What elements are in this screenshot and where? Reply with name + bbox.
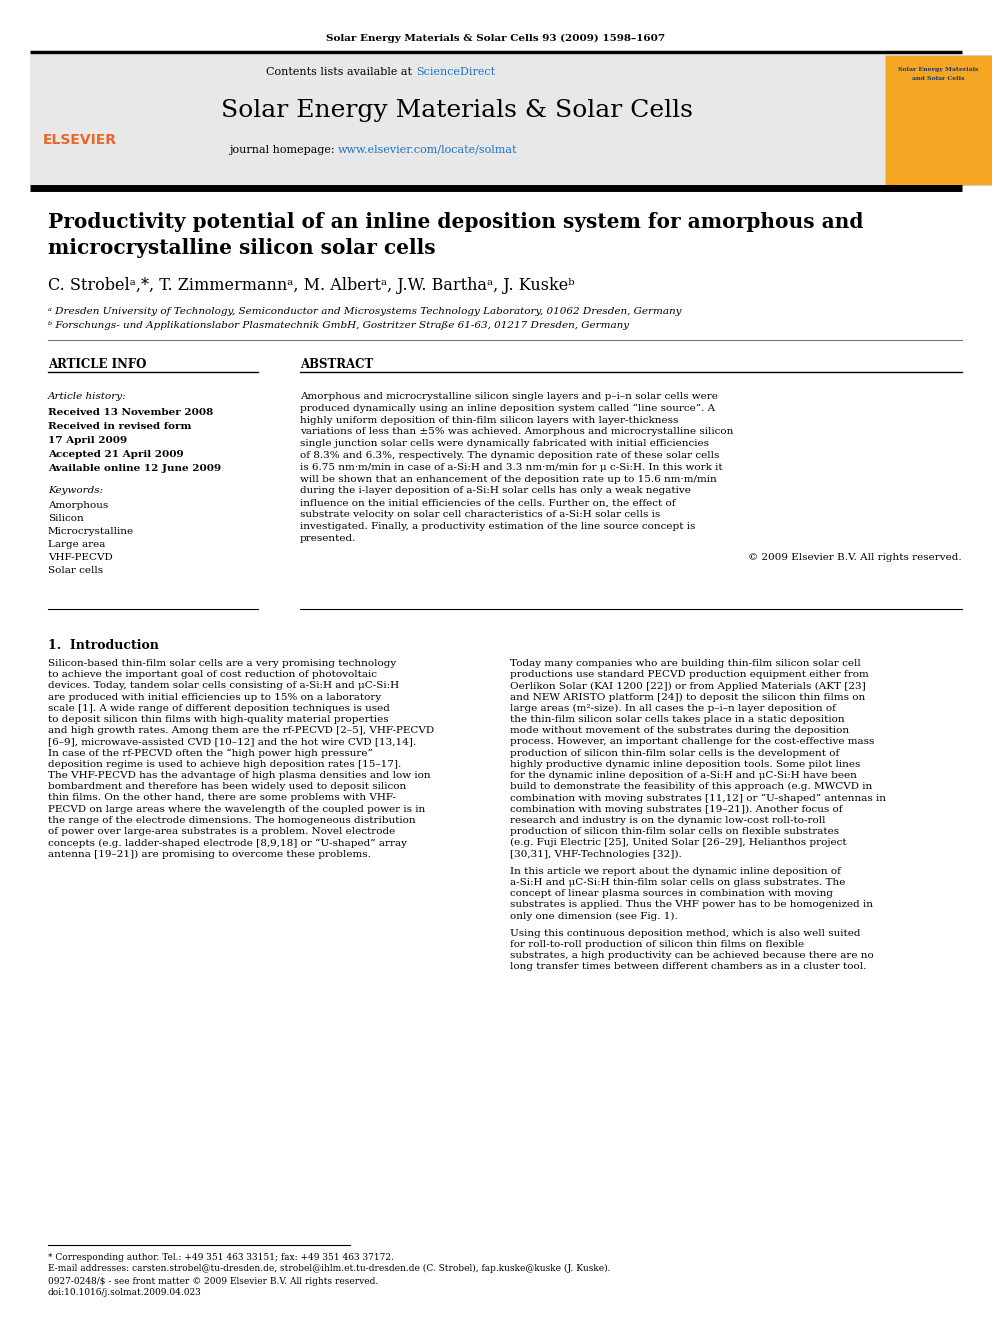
Text: (e.g. Fuji Electric [25], United Solar [26–29], Helianthos project: (e.g. Fuji Electric [25], United Solar [… xyxy=(510,839,846,847)
Text: combination with moving substrates [19–21]). Another focus of: combination with moving substrates [19–2… xyxy=(510,804,842,814)
Text: Solar Energy Materials: Solar Energy Materials xyxy=(898,67,978,73)
Text: concepts (e.g. ladder-shaped electrode [8,9,18] or “U-shaped” array: concepts (e.g. ladder-shaped electrode [… xyxy=(48,839,407,848)
Text: of 8.3% and 6.3%, respectively. The dynamic deposition rate of these solar cells: of 8.3% and 6.3%, respectively. The dyna… xyxy=(300,451,719,460)
Text: for the dynamic inline deposition of a-Si:H and μC-Si:H have been: for the dynamic inline deposition of a-S… xyxy=(510,771,857,781)
Text: highly productive dynamic inline deposition tools. Some pilot lines: highly productive dynamic inline deposit… xyxy=(510,759,860,769)
Bar xyxy=(30,56,885,185)
Text: productions use standard PECVD production equipment either from: productions use standard PECVD productio… xyxy=(510,671,869,679)
Text: In this article we report about the dynamic inline deposition of: In this article we report about the dyna… xyxy=(510,867,841,876)
Text: Available online 12 June 2009: Available online 12 June 2009 xyxy=(48,464,221,474)
Text: Amorphous: Amorphous xyxy=(48,501,108,509)
Text: research and industry is on the dynamic low-cost roll-to-roll: research and industry is on the dynamic … xyxy=(510,816,825,824)
Text: build to demonstrate the feasibility of this approach (e.g. MWCVD in: build to demonstrate the feasibility of … xyxy=(510,782,872,791)
Text: process. However, an important challenge for the cost-effective mass: process. However, an important challenge… xyxy=(510,737,874,746)
Text: ᵃ Dresden University of Technology, Semiconductor and Microsystems Technology La: ᵃ Dresden University of Technology, Semi… xyxy=(48,307,682,316)
Text: Solar cells: Solar cells xyxy=(48,566,103,576)
Text: to deposit silicon thin films with high-quality material properties: to deposit silicon thin films with high-… xyxy=(48,714,389,724)
Text: deposition regime is used to achieve high deposition rates [15–17].: deposition regime is used to achieve hig… xyxy=(48,759,401,769)
Text: for roll-to-roll production of silicon thin films on flexible: for roll-to-roll production of silicon t… xyxy=(510,939,805,949)
Text: Microcrystalline: Microcrystalline xyxy=(48,527,134,536)
Text: journal homepage:: journal homepage: xyxy=(229,146,338,155)
Text: ᵇ Forschungs- und Applikationslabor Plasmatechnik GmbH, Gostritzer Straße 61-63,: ᵇ Forschungs- und Applikationslabor Plas… xyxy=(48,321,629,331)
Text: Large area: Large area xyxy=(48,540,105,549)
Text: devices. Today, tandem solar cells consisting of a-Si:H and μC-Si:H: devices. Today, tandem solar cells consi… xyxy=(48,681,399,691)
Text: combination with moving substrates [11,12] or “U-shaped” antennas in: combination with moving substrates [11,1… xyxy=(510,794,886,803)
Text: substrates is applied. Thus the VHF power has to be homogenized in: substrates is applied. Thus the VHF powe… xyxy=(510,900,873,909)
Text: the range of the electrode dimensions. The homogeneous distribution: the range of the electrode dimensions. T… xyxy=(48,816,416,824)
Text: ABSTRACT: ABSTRACT xyxy=(300,359,373,372)
Text: scale [1]. A wide range of different deposition techniques is used: scale [1]. A wide range of different dep… xyxy=(48,704,390,713)
Text: E-mail addresses: carsten.strobel@tu-dresden.de, strobel@ihlm.et.tu-dresden.de (: E-mail addresses: carsten.strobel@tu-dre… xyxy=(48,1263,610,1273)
Text: Solar Energy Materials & Solar Cells: Solar Energy Materials & Solar Cells xyxy=(221,98,693,122)
Text: Contents lists available at: Contents lists available at xyxy=(267,67,416,77)
Text: Received 13 November 2008: Received 13 November 2008 xyxy=(48,407,213,417)
Text: antenna [19–21]) are promising to overcome these problems.: antenna [19–21]) are promising to overco… xyxy=(48,849,371,859)
Text: will be shown that an enhancement of the deposition rate up to 15.6 nm·m/min: will be shown that an enhancement of the… xyxy=(300,475,717,484)
Text: ARTICLE INFO: ARTICLE INFO xyxy=(48,359,147,372)
Text: and NEW ARISTO platform [24]) to deposit the silicon thin films on: and NEW ARISTO platform [24]) to deposit… xyxy=(510,693,865,701)
Text: during the i-layer deposition of a-Si:H solar cells has only a weak negative: during the i-layer deposition of a-Si:H … xyxy=(300,487,690,495)
Bar xyxy=(885,56,992,185)
Text: thin films. On the other hand, there are some problems with VHF-: thin films. On the other hand, there are… xyxy=(48,794,396,803)
Text: www.elsevier.com/locate/solmat: www.elsevier.com/locate/solmat xyxy=(338,146,518,155)
Text: of power over large-area substrates is a problem. Novel electrode: of power over large-area substrates is a… xyxy=(48,827,395,836)
Text: are produced with initial efficiencies up to 15% on a laboratory: are produced with initial efficiencies u… xyxy=(48,693,381,701)
Text: [6–9], microwave-assisted CVD [10–12] and the hot wire CVD [13,14].: [6–9], microwave-assisted CVD [10–12] an… xyxy=(48,737,416,746)
Text: doi:10.1016/j.solmat.2009.04.023: doi:10.1016/j.solmat.2009.04.023 xyxy=(48,1289,201,1297)
Text: substrates, a high productivity can be achieved because there are no: substrates, a high productivity can be a… xyxy=(510,951,874,960)
Text: Amorphous and microcrystalline silicon single layers and p–i–n solar cells were: Amorphous and microcrystalline silicon s… xyxy=(300,392,718,401)
Text: Solar Energy Materials & Solar Cells 93 (2009) 1598–1607: Solar Energy Materials & Solar Cells 93 … xyxy=(326,33,666,42)
Text: Today many companies who are building thin-film silicon solar cell: Today many companies who are building th… xyxy=(510,659,861,668)
Text: Received in revised form: Received in revised form xyxy=(48,422,191,431)
Text: concept of linear plasma sources in combination with moving: concept of linear plasma sources in comb… xyxy=(510,889,833,898)
Text: ELSEVIER: ELSEVIER xyxy=(43,134,117,147)
Text: Using this continuous deposition method, which is also well suited: Using this continuous deposition method,… xyxy=(510,929,860,938)
Text: long transfer times between different chambers as in a cluster tool.: long transfer times between different ch… xyxy=(510,962,866,971)
Text: Silicon: Silicon xyxy=(48,515,83,523)
Text: influence on the initial efficiencies of the cells. Further on, the effect of: influence on the initial efficiencies of… xyxy=(300,499,676,507)
Text: 0927-0248/$ - see front matter © 2009 Elsevier B.V. All rights reserved.: 0927-0248/$ - see front matter © 2009 El… xyxy=(48,1277,378,1286)
Text: variations of less than ±5% was achieved. Amorphous and microcrystalline silicon: variations of less than ±5% was achieved… xyxy=(300,427,733,437)
Text: is 6.75 nm·m/min in case of a-Si:H and 3.3 nm·m/min for μ c-Si:H. In this work i: is 6.75 nm·m/min in case of a-Si:H and 3… xyxy=(300,463,722,472)
Text: production of silicon thin-film solar cells is the development of: production of silicon thin-film solar ce… xyxy=(510,749,839,758)
Text: C. Strobelᵃ,*, T. Zimmermannᵃ, M. Albertᵃ, J.W. Barthaᵃ, J. Kuskeᵇ: C. Strobelᵃ,*, T. Zimmermannᵃ, M. Albert… xyxy=(48,277,574,294)
Text: presented.: presented. xyxy=(300,533,356,542)
Text: to achieve the important goal of cost reduction of photovoltaic: to achieve the important goal of cost re… xyxy=(48,671,377,679)
Text: a-Si:H and μC-Si:H thin-film solar cells on glass substrates. The: a-Si:H and μC-Si:H thin-film solar cells… xyxy=(510,877,845,886)
Text: produced dynamically using an inline deposition system called “line source”. A: produced dynamically using an inline dep… xyxy=(300,404,715,413)
Text: 17 April 2009: 17 April 2009 xyxy=(48,437,127,445)
Text: highly uniform deposition of thin-film silicon layers with layer-thickness: highly uniform deposition of thin-film s… xyxy=(300,415,679,425)
Text: The VHF-PECVD has the advantage of high plasma densities and low ion: The VHF-PECVD has the advantage of high … xyxy=(48,771,431,781)
Text: PECVD on large areas where the wavelength of the coupled power is in: PECVD on large areas where the wavelengt… xyxy=(48,804,426,814)
Text: and Solar Cells: and Solar Cells xyxy=(912,75,964,81)
Text: and high growth rates. Among them are the rf-PECVD [2–5], VHF-PECVD: and high growth rates. Among them are th… xyxy=(48,726,434,736)
Text: production of silicon thin-film solar cells on flexible substrates: production of silicon thin-film solar ce… xyxy=(510,827,839,836)
Text: [30,31], VHF-Technologies [32]).: [30,31], VHF-Technologies [32]). xyxy=(510,849,682,859)
Text: substrate velocity on solar cell characteristics of a-Si:H solar cells is: substrate velocity on solar cell charact… xyxy=(300,509,661,519)
Text: large areas (m²-size). In all cases the p–i–n layer deposition of: large areas (m²-size). In all cases the … xyxy=(510,704,836,713)
Text: the thin-film silicon solar cells takes place in a static deposition: the thin-film silicon solar cells takes … xyxy=(510,714,844,724)
Text: © 2009 Elsevier B.V. All rights reserved.: © 2009 Elsevier B.V. All rights reserved… xyxy=(748,553,962,562)
Text: Silicon-based thin-film solar cells are a very promising technology: Silicon-based thin-film solar cells are … xyxy=(48,659,396,668)
Text: Article history:: Article history: xyxy=(48,392,127,401)
Text: mode without movement of the substrates during the deposition: mode without movement of the substrates … xyxy=(510,726,849,736)
Text: Productivity potential of an inline deposition system for amorphous and: Productivity potential of an inline depo… xyxy=(48,212,863,232)
Text: * Corresponding author. Tel.: +49 351 463 33151; fax: +49 351 463 37172.: * Corresponding author. Tel.: +49 351 46… xyxy=(48,1253,394,1262)
Text: microcrystalline silicon solar cells: microcrystalline silicon solar cells xyxy=(48,238,435,258)
Text: Oerlikon Solar (KAI 1200 [22]) or from Applied Materials (AKT [23]: Oerlikon Solar (KAI 1200 [22]) or from A… xyxy=(510,681,866,691)
Text: VHF-PECVD: VHF-PECVD xyxy=(48,553,113,562)
Text: Keywords:: Keywords: xyxy=(48,486,103,495)
Text: investigated. Finally, a productivity estimation of the line source concept is: investigated. Finally, a productivity es… xyxy=(300,521,695,531)
Text: only one dimension (see Fig. 1).: only one dimension (see Fig. 1). xyxy=(510,912,678,921)
Text: In case of the rf-PECVD often the “high power high pressure”: In case of the rf-PECVD often the “high … xyxy=(48,749,373,758)
Text: bombardment and therefore has been widely used to deposit silicon: bombardment and therefore has been widel… xyxy=(48,782,407,791)
Text: single junction solar cells were dynamically fabricated with initial efficiencie: single junction solar cells were dynamic… xyxy=(300,439,709,448)
Text: Accepted 21 April 2009: Accepted 21 April 2009 xyxy=(48,450,184,459)
Text: 1.  Introduction: 1. Introduction xyxy=(48,639,159,652)
Text: ScienceDirect: ScienceDirect xyxy=(416,67,495,77)
